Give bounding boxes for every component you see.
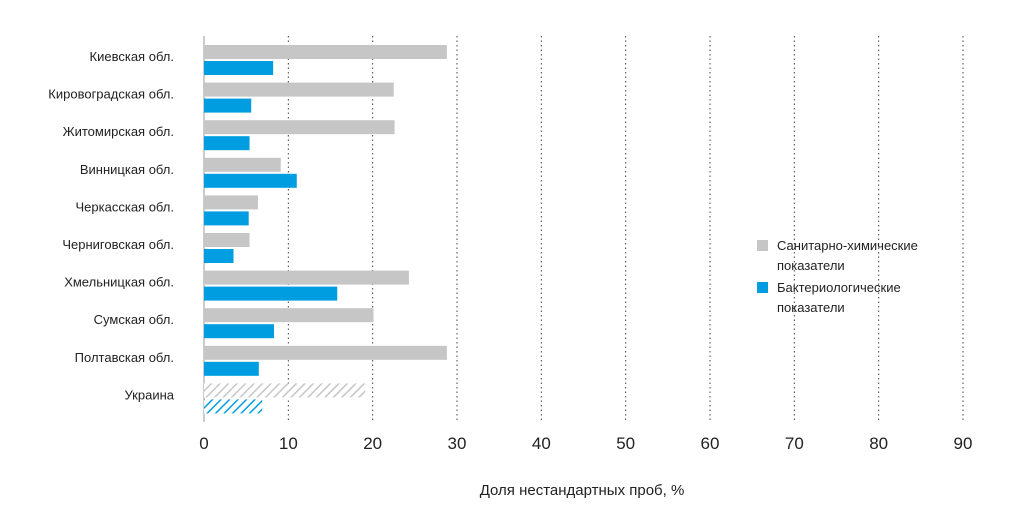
category-label: Полтавская обл. xyxy=(75,350,174,365)
category-label: Винницкая обл. xyxy=(80,162,174,177)
x-tick-label: 80 xyxy=(869,434,888,453)
bar-bacteriological xyxy=(204,324,274,339)
bar-sanitary-chemical xyxy=(204,45,447,59)
bar-sanitary-chemical xyxy=(204,308,374,323)
bar-sanitary-chemical xyxy=(204,82,394,97)
category-label: Киевская обл. xyxy=(90,49,174,64)
category-label: Украина xyxy=(125,387,175,402)
legend: Санитарно-химические показатели Бактериоло… xyxy=(757,238,918,315)
x-tick-label: 0 xyxy=(199,434,208,453)
x-tick-label: 60 xyxy=(701,434,720,453)
bar-bacteriological xyxy=(204,173,297,188)
category-label: Черниговская обл. xyxy=(62,237,174,252)
legend-label: показатели xyxy=(777,258,845,273)
bar-sanitary-chemical xyxy=(204,345,447,360)
category-labels: Киевская обл. Кировоградская обл. Житомирс… xyxy=(48,49,174,402)
legend-label: Бактериологические xyxy=(777,280,901,295)
bar-sanitary-chemical xyxy=(204,157,281,172)
x-axis-title: Доля нестандартных проб, % xyxy=(480,482,685,499)
category-label: Черкасская обл. xyxy=(76,199,174,214)
bar-bacteriological xyxy=(204,211,249,226)
category-label: Житомирская обл. xyxy=(63,124,174,139)
bar-bacteriological xyxy=(204,98,252,113)
x-tick-label: 10 xyxy=(279,434,298,453)
category-label: Сумская обл. xyxy=(94,312,174,327)
bars xyxy=(204,45,447,414)
bar-bacteriological xyxy=(204,61,274,75)
x-tick-label: 40 xyxy=(532,434,551,453)
legend-label: Санитарно-химические xyxy=(777,238,918,253)
category-label: Хмельницкая обл. xyxy=(64,275,174,290)
bar-bacteriological xyxy=(204,399,263,414)
x-tick-label: 20 xyxy=(363,434,382,453)
legend-swatch xyxy=(757,240,768,251)
category-label: Кировоградская обл. xyxy=(48,87,174,102)
bar-bacteriological xyxy=(204,249,234,263)
x-tick-label: 30 xyxy=(448,434,467,453)
bar-sanitary-chemical xyxy=(204,120,395,135)
x-tick-labels: 0 10 20 30 40 50 60 70 80 90 xyxy=(199,434,972,453)
bar-bacteriological xyxy=(204,286,338,301)
legend-swatch xyxy=(757,282,768,293)
bar-sanitary-chemical xyxy=(204,233,250,247)
bar-bacteriological xyxy=(204,136,250,151)
bar-sanitary-chemical xyxy=(204,195,258,210)
x-tick-label: 50 xyxy=(616,434,635,453)
x-tick-label: 90 xyxy=(954,434,973,453)
bar-sanitary-chemical xyxy=(204,270,409,285)
legend-label: показатели xyxy=(777,300,845,315)
x-tick-label: 70 xyxy=(785,434,804,453)
bar-bacteriological xyxy=(204,361,259,376)
bar-sanitary-chemical xyxy=(204,383,366,398)
